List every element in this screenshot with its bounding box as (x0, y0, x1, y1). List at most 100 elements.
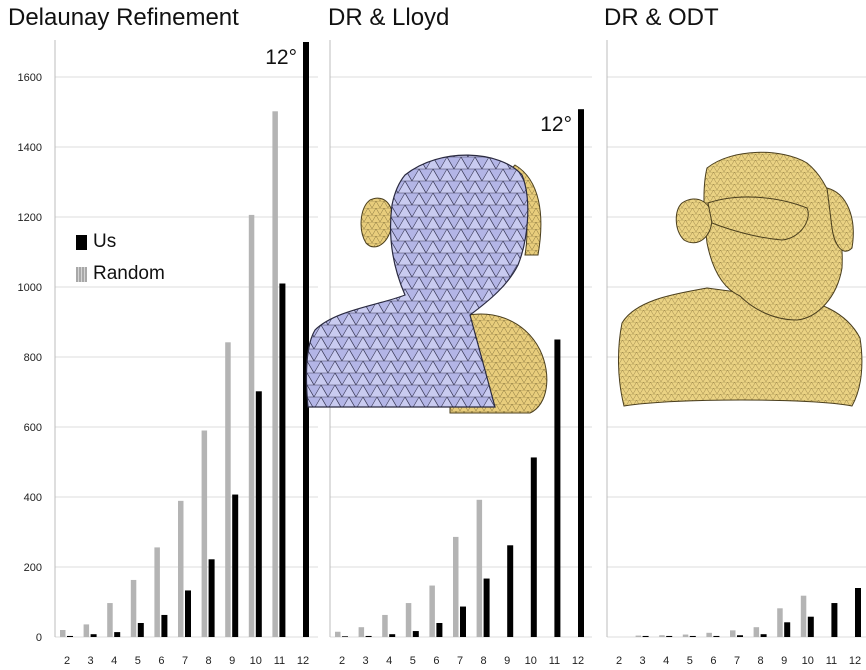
x-tick-label: 2 (64, 655, 70, 667)
y-tick-label: 400 (24, 492, 42, 504)
us-bar (807, 616, 814, 637)
x-tick-label: 5 (410, 655, 416, 667)
random-bar (453, 536, 459, 637)
x-tick-label: 12 (849, 655, 861, 667)
min-angle-annotation: 12° (540, 113, 572, 136)
x-tick-label: 2 (616, 655, 622, 667)
x-tick-label: 6 (433, 655, 439, 667)
y-tick-label: 800 (24, 352, 42, 364)
us-bar (689, 635, 696, 637)
random-bar (777, 608, 783, 637)
random-bar (706, 632, 712, 637)
us-bar (185, 590, 191, 637)
us-bar (642, 635, 649, 637)
random-bar (248, 214, 255, 637)
us-bar (208, 559, 215, 637)
y-tick-label: 1600 (18, 72, 42, 84)
random-bar (635, 635, 642, 637)
y-tick-label: 200 (24, 562, 42, 574)
random-bar (272, 111, 278, 638)
us-bar (666, 635, 673, 637)
random-bar (476, 499, 483, 637)
x-tick-label: 4 (386, 655, 392, 667)
chart-title-odt: DR & ODT (604, 4, 719, 31)
us-bar (737, 635, 743, 637)
x-tick-label: 3 (88, 655, 94, 667)
chart-title-delaunay: Delaunay Refinement (8, 4, 239, 31)
legend-swatch-us (76, 234, 87, 250)
x-tick-label: 8 (758, 655, 764, 667)
us-bar (507, 545, 514, 637)
chart-title-lloyd: DR & Lloyd (328, 4, 450, 31)
x-tick-label: 4 (663, 655, 669, 667)
us-bar (389, 634, 396, 637)
us-bar (342, 636, 348, 637)
random-bar (154, 547, 160, 637)
min-angle-annotation: 12° (265, 46, 297, 69)
x-tick-label: 6 (158, 655, 164, 667)
bust-mesh-lloyd-image (305, 154, 548, 414)
us-bar (831, 603, 838, 637)
legend-item-random: Random (76, 258, 165, 290)
x-tick-label: 4 (111, 655, 117, 667)
x-tick-label: 7 (182, 655, 188, 667)
random-bar (83, 624, 90, 637)
x-tick-label: 11 (826, 655, 837, 667)
legend-label-random: Random (93, 263, 165, 284)
x-tick-label: 9 (781, 655, 787, 667)
random-bar (201, 430, 208, 637)
x-tick-label: 7 (457, 655, 463, 667)
legend-item-us: Us (76, 226, 165, 258)
x-tick-label: 12 (297, 655, 309, 667)
x-tick-label: 10 (525, 655, 537, 667)
y-tick-label: 1000 (18, 282, 42, 294)
random-bar (358, 627, 365, 637)
x-tick-label: 3 (363, 655, 369, 667)
random-bar (682, 634, 689, 637)
x-tick-label: 9 (504, 655, 510, 667)
us-bar (365, 635, 372, 637)
y-tick-label: 600 (24, 422, 42, 434)
us-bar (255, 391, 262, 637)
random-bar (225, 342, 231, 637)
y-tick-label: 1200 (18, 212, 42, 224)
us-bar (784, 622, 791, 637)
random-bar (405, 603, 412, 637)
us-bar (855, 588, 861, 637)
random-bar (429, 585, 435, 637)
x-tick-label: 6 (710, 655, 716, 667)
random-bar (730, 630, 736, 637)
us-bar (303, 42, 309, 637)
x-tick-label: 8 (481, 655, 487, 667)
random-bar (753, 627, 760, 637)
x-tick-label: 11 (274, 655, 285, 667)
random-bar (60, 630, 66, 637)
us-bar (67, 635, 73, 637)
us-bar (137, 623, 144, 637)
x-tick-label: 7 (734, 655, 740, 667)
us-bar (483, 578, 490, 637)
x-tick-label: 8 (206, 655, 212, 667)
legend-swatch-random (76, 266, 87, 282)
bust-mesh-odt-image (618, 151, 863, 407)
us-bar (713, 635, 720, 637)
us-bar (90, 634, 97, 637)
x-tick-label: 2 (339, 655, 345, 667)
random-bar (382, 614, 388, 637)
us-bar (460, 606, 466, 637)
x-tick-label: 11 (549, 655, 560, 667)
random-bar (107, 603, 113, 637)
random-bar (130, 579, 137, 637)
us-bar (554, 339, 561, 637)
us-bar (760, 634, 767, 637)
x-tick-label: 10 (802, 655, 814, 667)
legend: Us Random (76, 226, 165, 290)
us-bar (279, 283, 286, 637)
us-bar (161, 614, 168, 637)
us-bar (232, 494, 239, 637)
us-bar (412, 631, 419, 637)
y-tick-label: 0 (36, 632, 42, 644)
random-bar (800, 595, 807, 637)
legend-label-us: Us (93, 231, 117, 252)
random-bar (335, 631, 341, 637)
